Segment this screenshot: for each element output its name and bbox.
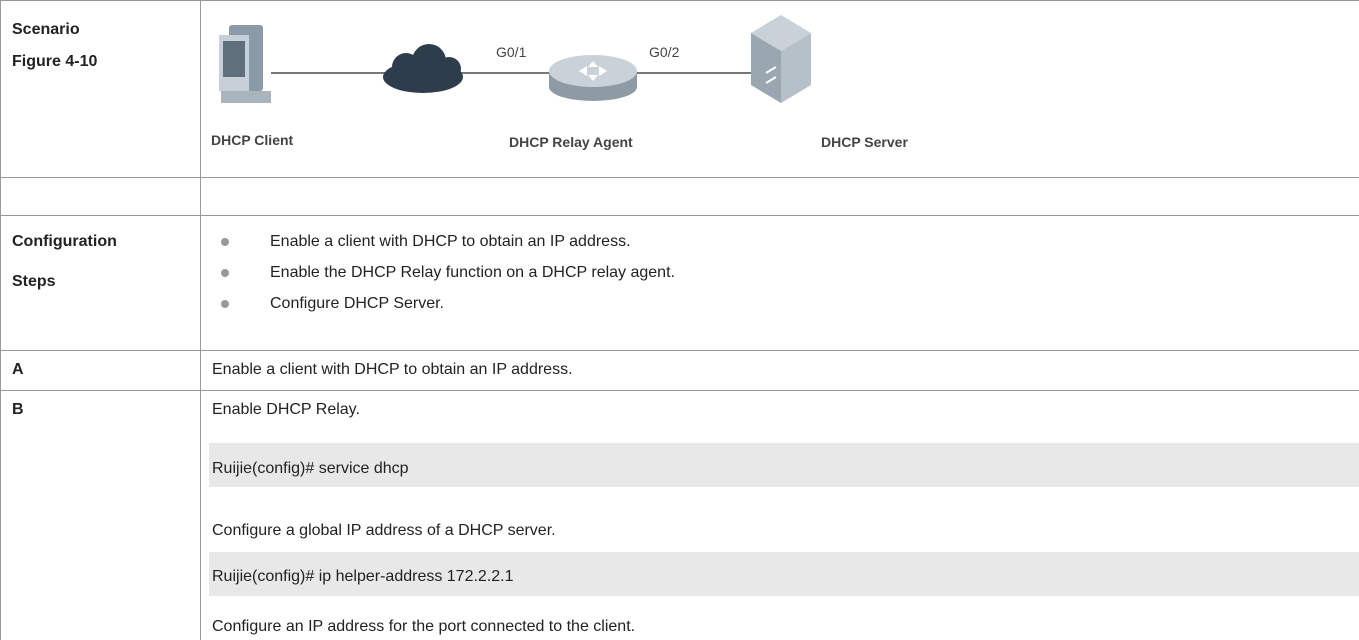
code-block [209,443,1359,487]
row-label: Scenario [12,21,80,38]
table-border [0,0,1359,1]
client-icon [219,25,271,103]
code-text: Ruijie(config)# service dhcp [212,460,409,477]
row-border [0,177,1359,178]
node-label: DHCP Server [821,134,908,150]
code-block [209,552,1359,596]
port-label: G0/2 [649,44,680,60]
bullet [221,300,229,308]
network-diagram: G0/1 G0/2 DHCP Client DHCP Relay Agent D… [211,15,908,150]
node-label: DHCP Relay Agent [509,134,633,150]
bullet [221,238,229,246]
step-text: Configure an IP address for the port con… [212,618,636,635]
step-item: Enable a client with DHCP to obtain an I… [270,233,631,250]
node-label: DHCP Client [211,132,294,148]
row-border [0,215,1359,216]
step-text: Enable a client with DHCP to obtain an I… [212,361,573,378]
step-item: Enable the DHCP Relay function on a DHCP… [270,264,675,281]
row-label: A [12,361,24,378]
row-label: B [12,401,24,418]
port-label: G0/1 [496,44,527,60]
step-text: Configure a global IP address of a DHCP … [212,522,556,539]
step-text: Enable DHCP Relay. [212,401,360,418]
row-label: Configuration [12,233,117,250]
cloud-icon [383,44,463,93]
server-icon [751,15,811,103]
figure-label: Figure 4-10 [12,53,98,70]
code-text: Ruijie(config)# ip helper-address 172.2.… [212,568,514,585]
row-label: Steps [12,273,56,290]
row-border [0,390,1359,391]
router-icon [549,55,637,101]
bullet [221,269,229,277]
column-border [200,0,201,640]
step-item: Configure DHCP Server. [270,295,444,312]
row-border [0,350,1359,351]
table-border [0,0,1,640]
